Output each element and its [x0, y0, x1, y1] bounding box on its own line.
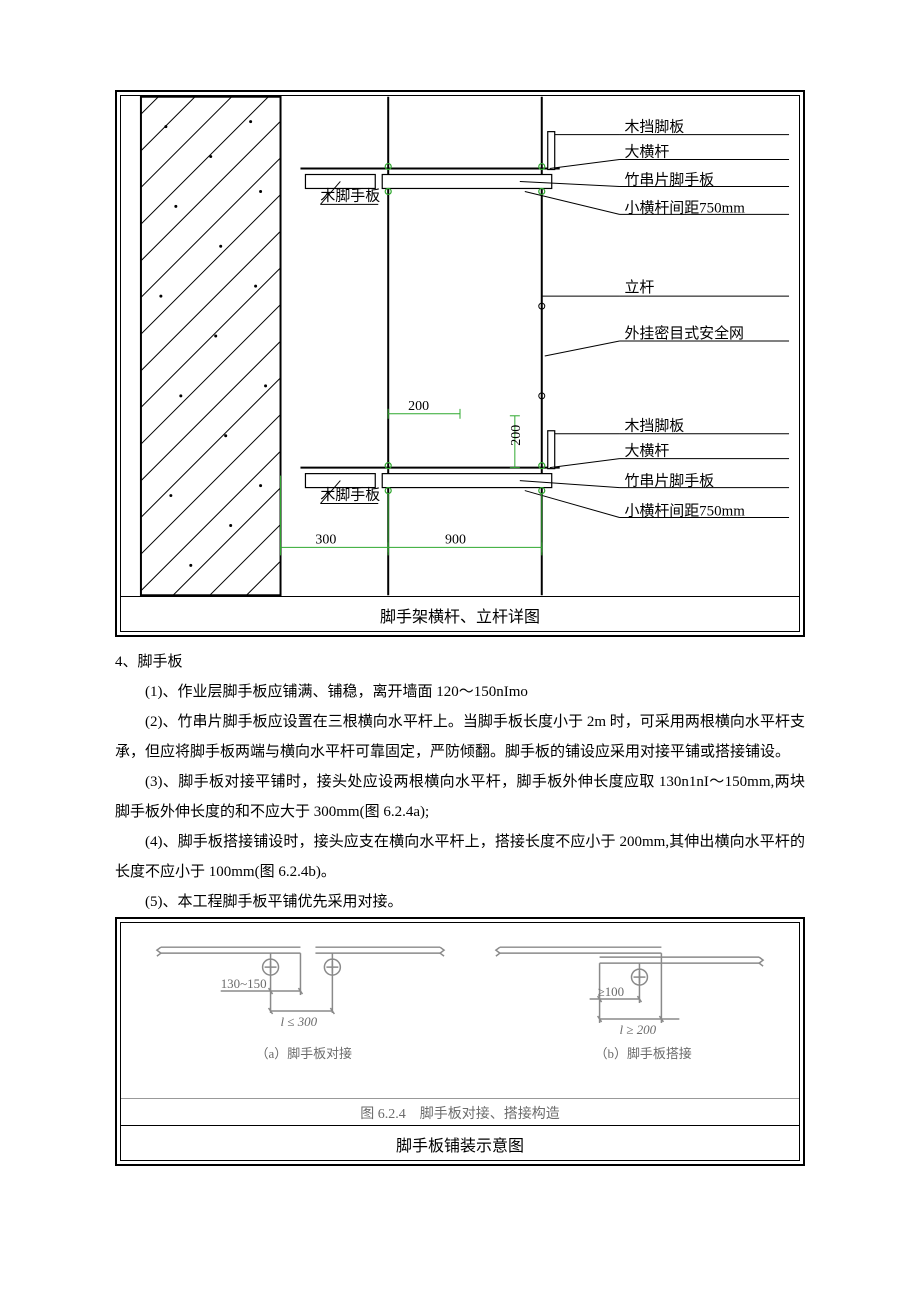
para-2: (2)、竹串片脚手板应设置在三根横向水平杆上。当脚手板长度小于 2m 时，可采用… [115, 707, 805, 767]
document-page: 木挡脚板 大横杆 竹串片脚手板 小横杆间距750mm 立杆 外挂密目式安全网 木… [0, 0, 920, 1236]
dim-b-small: ≥100 [598, 984, 625, 999]
figure1-frame: 木挡脚板 大横杆 竹串片脚手板 小横杆间距750mm 立杆 外挂密目式安全网 木… [115, 90, 805, 637]
label-mudangban-top: 木挡脚板 [625, 118, 685, 136]
label-dahenggan-bot: 大横杆 [625, 443, 670, 460]
figure1-inner: 木挡脚板 大横杆 竹串片脚手板 小横杆间距750mm 立杆 外挂密目式安全网 木… [120, 95, 800, 632]
figure2-frame: 130~150 l ≤ 300 ≥100 l ≥ 200 （a）脚手板对接 （b… [115, 917, 805, 1166]
label-mujiaoshouban-top: 木脚手板 [320, 186, 380, 204]
dim-a-small: 130~150 [221, 976, 267, 991]
label-dahenggan-top: 大横杆 [625, 144, 670, 161]
figure2-sub-a: （a）脚手板对接 [256, 1046, 352, 1061]
dim-200b: 200 [509, 425, 524, 446]
figure2-title: 脚手板铺装示意图 [121, 1125, 799, 1160]
figure2-caption: 图 6.2.4 脚手板对接、搭接构造 [121, 1098, 799, 1125]
figure2-diagram: 130~150 l ≤ 300 ≥100 l ≥ 200 （a）脚手板对接 （b… [121, 923, 799, 1098]
section-4: 4、脚手板 (1)、作业层脚手板应铺满、铺稳，离开墙面 120～150nImo … [115, 647, 805, 917]
figure2-inner: 130~150 l ≤ 300 ≥100 l ≥ 200 （a）脚手板对接 （b… [120, 922, 800, 1161]
para-5: (5)、本工程脚手板平铺优先采用对接。 [115, 887, 805, 917]
dim-200a: 200 [408, 399, 429, 414]
label-mujiaoshouban-bot: 木脚手板 [320, 486, 380, 504]
label-zhuchuanpian-bot: 竹串片脚手板 [625, 472, 715, 490]
section4-heading: 4、脚手板 [115, 647, 805, 677]
figure1-title: 脚手架横杆、立杆详图 [121, 596, 799, 631]
dim-a-big: l ≤ 300 [281, 1014, 318, 1029]
label-zhuchuanpian-top: 竹串片脚手板 [625, 170, 715, 188]
para-4: (4)、脚手板搭接铺设时，接头应支在横向水平杆上，搭接长度不应小于 200mm,… [115, 827, 805, 887]
dim-300: 300 [315, 532, 336, 547]
dim-900: 900 [445, 532, 466, 547]
para-1: (1)、作业层脚手板应铺满、铺稳，离开墙面 120～150nImo [115, 677, 805, 707]
figure2-sub-b: （b）脚手板搭接 [595, 1046, 692, 1061]
figure1-svg: 木挡脚板 大横杆 竹串片脚手板 小横杆间距750mm 立杆 外挂密目式安全网 木… [121, 96, 799, 596]
figure2-svg: 130~150 l ≤ 300 ≥100 l ≥ 200 （a）脚手板对接 （b… [121, 923, 799, 1098]
label-anquanwang: 外挂密目式安全网 [625, 324, 745, 342]
para-3: (3)、脚手板对接平铺时，接头处应设两根横向水平杆，脚手板外伸长度应取 130n… [115, 767, 805, 827]
label-mudangban-bot: 木挡脚板 [625, 417, 685, 435]
label-xiaohenggan-bot: 小横杆间距750mm [625, 503, 746, 520]
figure1-diagram: 木挡脚板 大横杆 竹串片脚手板 小横杆间距750mm 立杆 外挂密目式安全网 木… [121, 96, 799, 596]
label-ligan: 立杆 [625, 279, 655, 296]
dim-b-big: l ≥ 200 [620, 1022, 657, 1037]
label-xiaohenggan-top: 小横杆间距750mm [625, 199, 746, 216]
